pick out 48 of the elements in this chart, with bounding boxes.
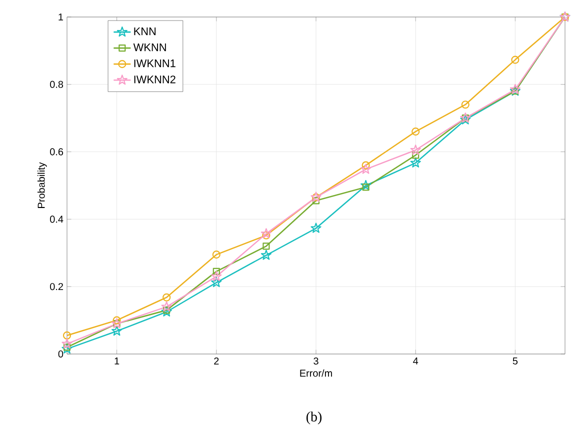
point bbox=[260, 228, 272, 238]
point bbox=[360, 164, 372, 174]
point bbox=[162, 293, 171, 302]
point bbox=[262, 242, 270, 250]
point bbox=[211, 270, 222, 282]
point bbox=[163, 306, 170, 314]
point bbox=[410, 157, 421, 168]
point bbox=[362, 184, 370, 191]
point bbox=[260, 250, 272, 260]
x-tick-label: 1 bbox=[114, 358, 120, 364]
y-tick-label: 1 bbox=[58, 14, 63, 20]
y-tick-label: 0.8 bbox=[50, 80, 64, 88]
point bbox=[212, 250, 220, 259]
point bbox=[360, 180, 372, 190]
x-tick-label: 2 bbox=[214, 358, 219, 364]
legend-label: IWKNN2 bbox=[134, 76, 176, 84]
point bbox=[62, 338, 72, 348]
y-tick-label: 0.4 bbox=[50, 216, 64, 223]
point bbox=[412, 128, 420, 136]
point bbox=[62, 331, 72, 340]
point bbox=[161, 306, 172, 316]
point bbox=[412, 152, 420, 159]
point bbox=[461, 100, 470, 109]
y-axis-title: Probability bbox=[37, 162, 47, 208]
point bbox=[211, 277, 222, 288]
point bbox=[161, 301, 172, 312]
x-axis-title: Error/m bbox=[300, 369, 332, 377]
legend-label: IWKNN1 bbox=[134, 60, 176, 68]
point bbox=[310, 222, 322, 233]
point bbox=[262, 231, 270, 240]
point bbox=[410, 144, 421, 155]
point bbox=[62, 343, 72, 354]
point bbox=[312, 197, 320, 204]
point bbox=[362, 161, 370, 170]
point bbox=[112, 326, 122, 336]
y-tick-label: 0.2 bbox=[50, 283, 63, 290]
point bbox=[63, 344, 71, 351]
text: (b) bbox=[306, 412, 322, 424]
point bbox=[511, 56, 520, 64]
legend-label: WKNN bbox=[133, 44, 166, 52]
legend-label: KNN bbox=[134, 28, 156, 36]
x-tick-label: 3 bbox=[314, 358, 318, 365]
point bbox=[212, 268, 220, 275]
x-tick-label: 4 bbox=[413, 358, 418, 364]
y-tick-label: 0.6 bbox=[50, 148, 64, 156]
point bbox=[112, 316, 121, 324]
y-tick-label: 0 bbox=[58, 350, 64, 358]
x-tick-label: 5 bbox=[512, 358, 518, 364]
